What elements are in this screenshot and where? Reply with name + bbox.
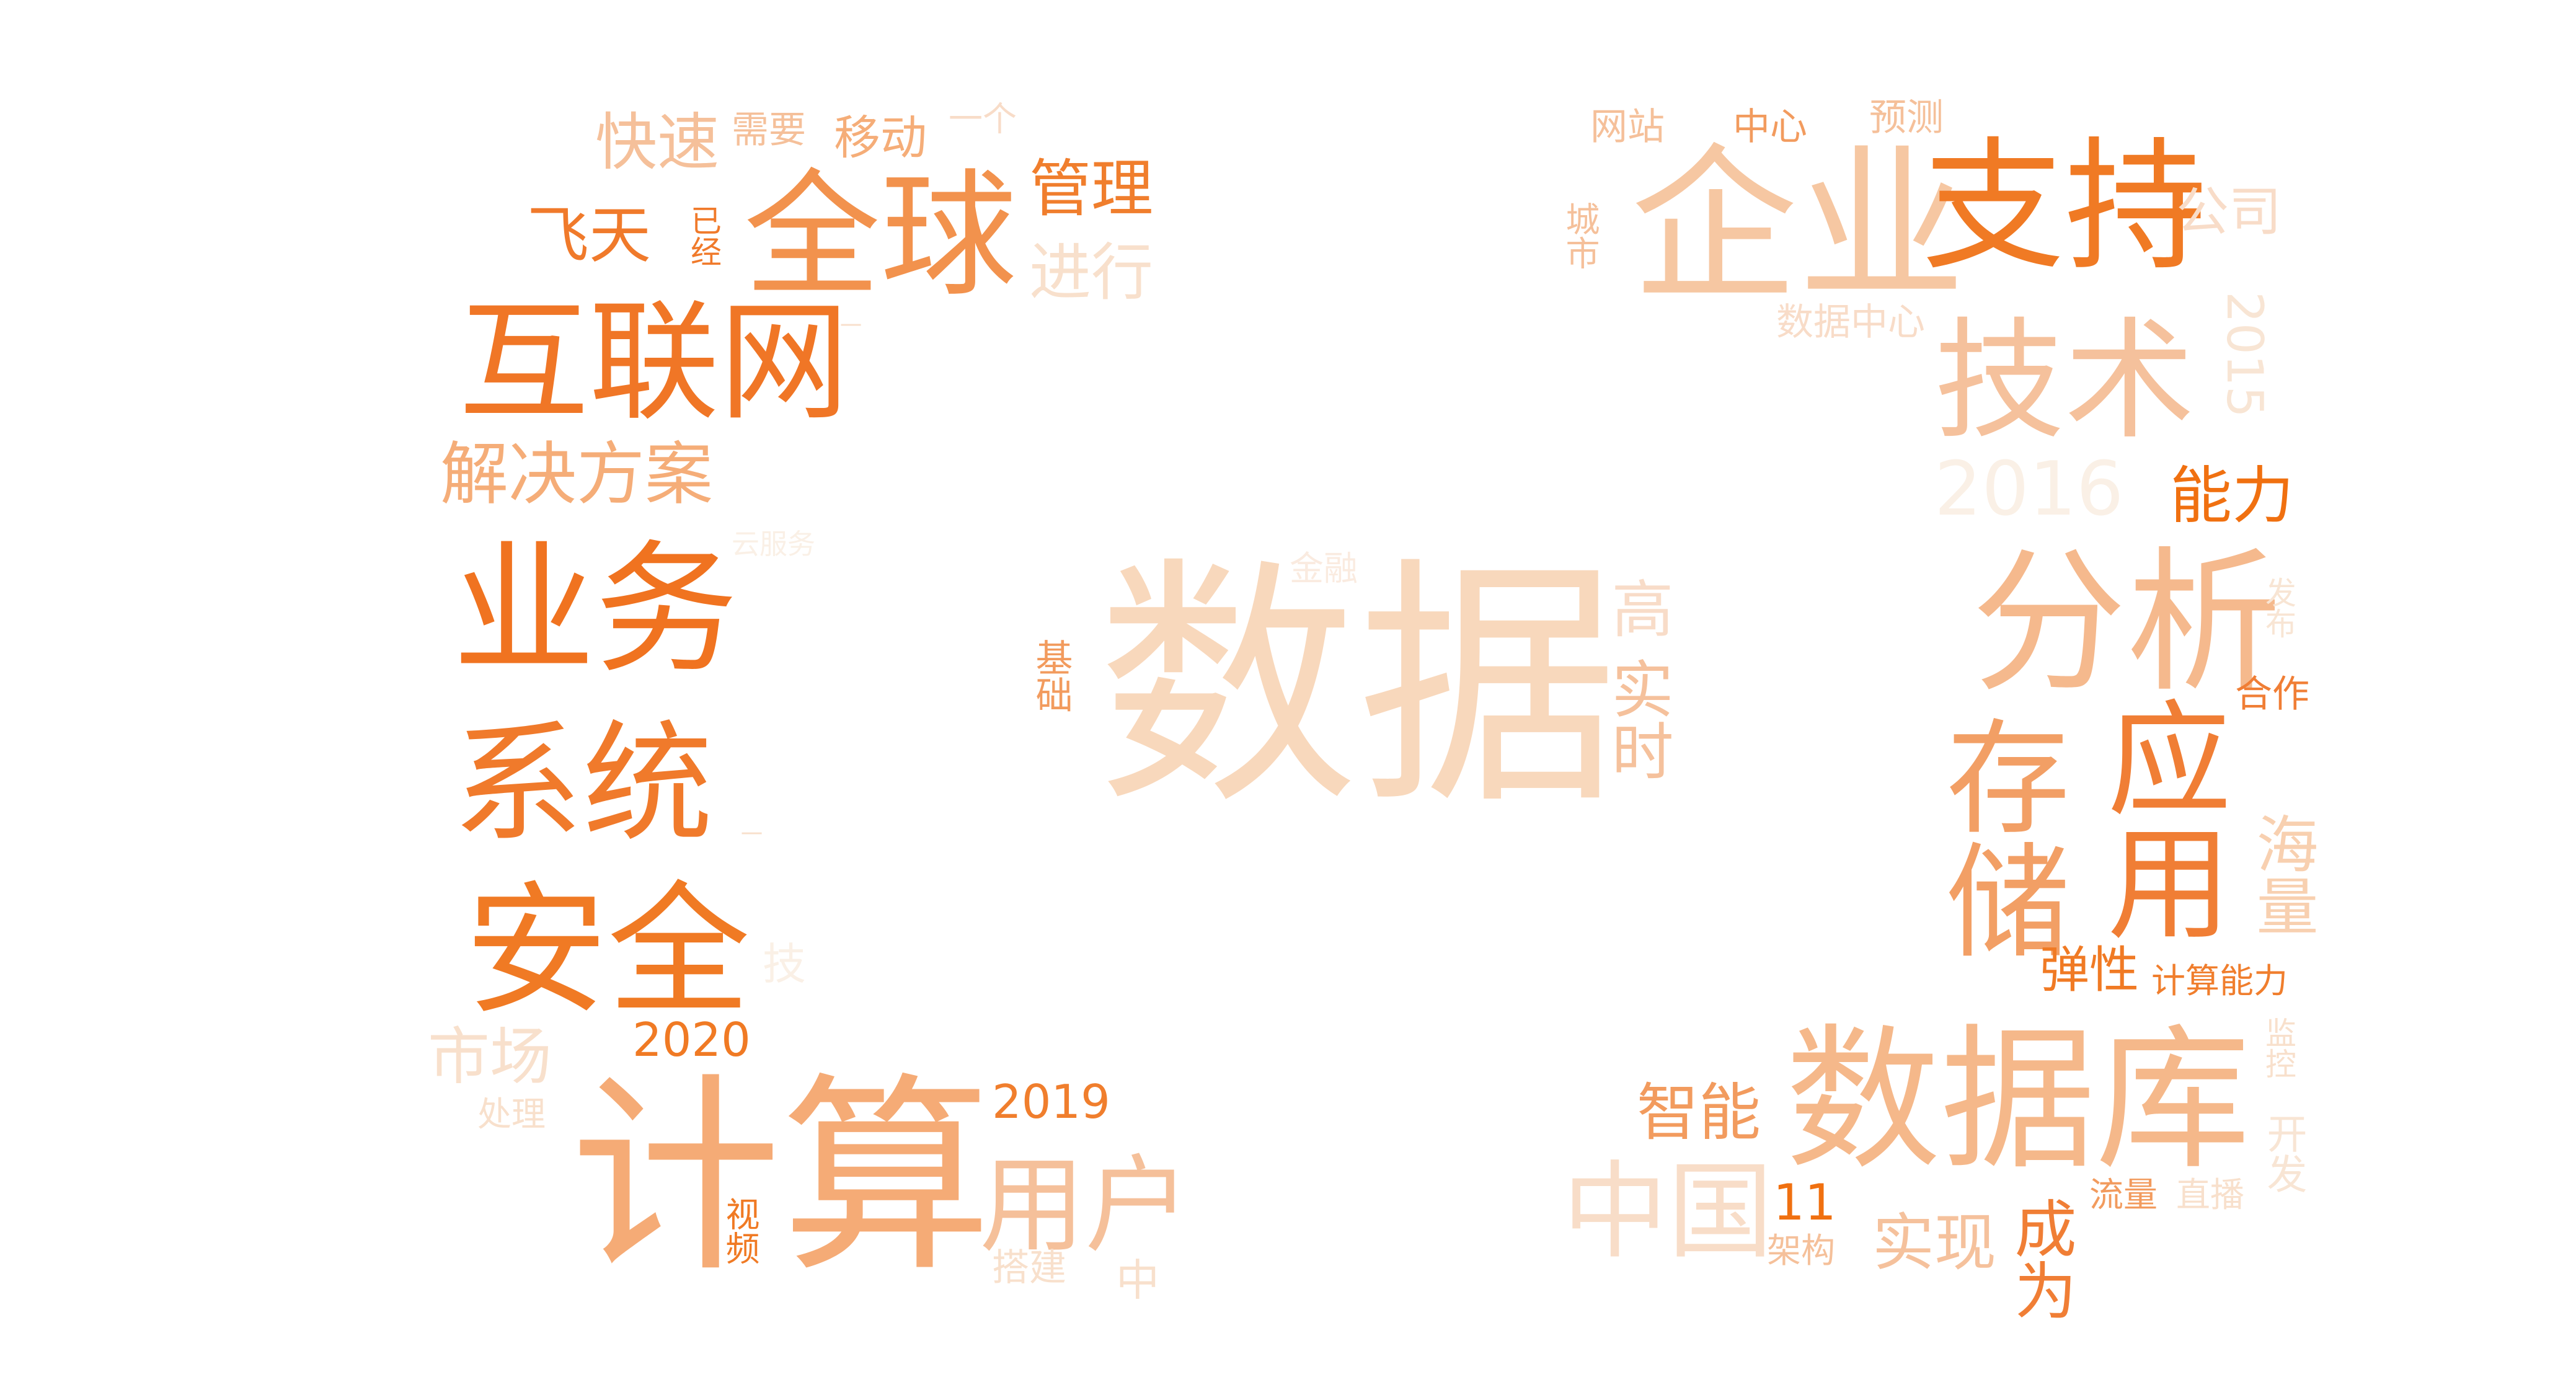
word-tanxing: 弹性 [2040, 941, 2139, 999]
word-jisuannengli: 计算能力 [2151, 961, 2288, 1001]
word-liuliang: 流量 [2089, 1175, 2158, 1215]
word-qiye: 企业 [1631, 128, 1965, 324]
word-jichu: 基础 [1029, 639, 1073, 713]
word-zhichi: 支持 [1922, 125, 2208, 290]
word-dajian: 搭建 [992, 1246, 1066, 1290]
word-jiagou: 架构 [1767, 1231, 1836, 1270]
word-yuce: 预测 [1869, 96, 1944, 140]
word-xitong: 系统 [453, 708, 714, 860]
word-jinrong: 金融 [1290, 549, 1358, 588]
word-gongsi: 公司 [2176, 182, 2282, 243]
word-n11: 11 [1773, 1174, 1836, 1231]
word-shipin: 视频 [720, 1197, 759, 1265]
word-dash2: 一 [741, 823, 763, 848]
word-yewu: 业务 [453, 528, 738, 693]
word-fenxi: 分析 [1972, 533, 2282, 713]
word-jisuan: 计算 [570, 1055, 992, 1301]
word-zhibo: 直播 [2176, 1175, 2245, 1215]
word-nengli: 能力 [2170, 459, 2294, 532]
word-shixian: 实现 [1872, 1207, 1996, 1279]
word-jiejuefangan: 解决方案 [440, 435, 713, 514]
word-xuyao: 需要 [732, 108, 806, 152]
word-chengwei: 成为 [2004, 1197, 2076, 1321]
word-hezuo: 合作 [2235, 673, 2309, 716]
word-y2020: 2020 [632, 1012, 751, 1067]
word-jiankong: 监控 [2260, 1017, 2296, 1079]
word-qita: 技 [763, 939, 806, 990]
word-hulianwang: 互联网 [459, 286, 850, 438]
word-chuli: 处理 [477, 1094, 546, 1134]
word-jishu: 技术 [1934, 305, 2195, 457]
word-yonghu: 用户 [980, 1145, 1191, 1267]
word-yijing: 已经 [686, 205, 722, 267]
word-gao: 高 [1601, 577, 1673, 639]
word-y2016: 2016 [1934, 446, 2124, 533]
word-y2015: 2015 [2216, 291, 2273, 418]
word-chengshi: 城市 [1560, 202, 1600, 270]
word-shujuku: 数据库 [1786, 1010, 2251, 1190]
word-shuju: 数据 [1097, 536, 1618, 839]
word-yingyong: 应用 [2086, 694, 2230, 942]
word-shishi: 实时 [1601, 657, 1673, 781]
word-y2019: 2019 [992, 1074, 1110, 1129]
word-zhongguo: 中国 [1562, 1151, 1774, 1273]
word-haliang: 海量 [2246, 812, 2318, 936]
word-zhongxin: 中心 [1733, 105, 1807, 149]
word-quanqiu: 全球 [744, 156, 1017, 315]
word-anquan: 安全 [465, 869, 751, 1034]
word-shichang: 市场 [428, 1021, 552, 1093]
word-jinxing: 进行 [1029, 236, 1153, 309]
word-dash1: 一 [840, 314, 862, 339]
word-zhineng: 智能 [1637, 1076, 1761, 1149]
word-kuaisu: 快速 [595, 106, 719, 179]
word-feitian: 飞天 [527, 199, 651, 272]
word-ganggui: 云服务 [732, 528, 816, 560]
word-fabu: 发布 [2260, 577, 2296, 639]
word-zhong: 中 [1116, 1255, 1159, 1306]
word-kaifa: 开发 [2260, 1113, 2306, 1194]
word-shujuzhongxin: 数据中心 [1776, 301, 1925, 344]
word-guanli: 管理 [1029, 153, 1153, 225]
word-wangzhan: 网站 [1590, 105, 1665, 149]
word-cunchu: 存储 [1924, 713, 2069, 961]
word-yidong: 移动 [834, 110, 927, 165]
word-yige: 一个 [949, 99, 1017, 139]
